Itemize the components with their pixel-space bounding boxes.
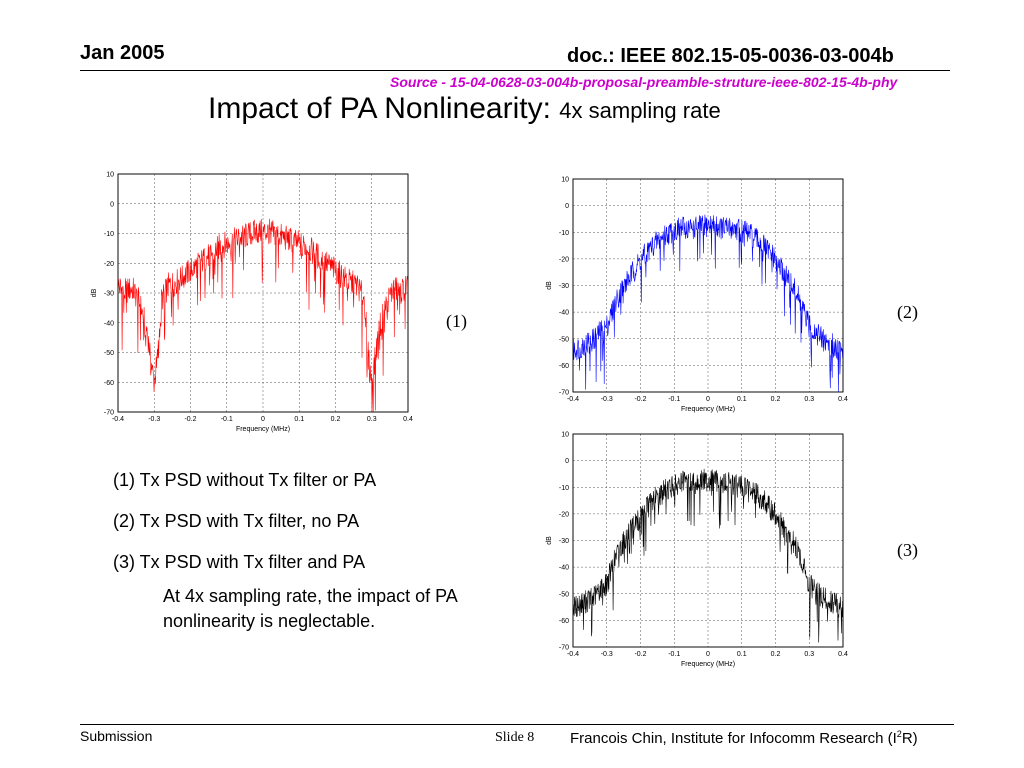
x-tick-label: -0.2 <box>634 396 646 403</box>
y-axis-label: dB <box>546 536 553 545</box>
slide-title: Impact of PA Nonlinearity: 4x sampling r… <box>208 92 721 126</box>
x-tick-label: 0.4 <box>838 651 848 658</box>
conclusion-note: At 4x sampling rate, the impact of PA no… <box>163 586 457 631</box>
plot-frame <box>572 178 844 393</box>
footer-author-sup: 2 <box>896 729 902 739</box>
chart-1-label: (1) <box>446 311 467 331</box>
x-tick-label: -0.4 <box>567 651 579 658</box>
y-tick-label: -50 <box>104 350 114 357</box>
y-tick-label: -60 <box>559 618 569 625</box>
x-tick-label: 0.1 <box>737 651 747 658</box>
chart-3: -0.4 -0.3 -0.2 -0.1 0 0.1 0.2 0.3 0.4 10 0 -10 -20 -3… <box>546 432 848 669</box>
footer-author-end: R) <box>901 730 918 747</box>
footer-slide-number: Slide 8 <box>495 730 534 746</box>
legend-item: (2) Tx PSD with Tx filter, no PA <box>113 511 360 531</box>
footer-slide-num: 8 <box>527 730 535 745</box>
x-tick-label: -0.3 <box>601 651 613 658</box>
y-tick-label: -40 <box>559 565 569 572</box>
footer-rule <box>80 724 954 725</box>
footer-slide-word: Slide <box>495 730 524 745</box>
y-tick-label: 0 <box>565 203 569 210</box>
header-source: Source - 15-04-0628-03-004b-proposal-pre… <box>390 74 898 90</box>
x-tick-label: -0.3 <box>148 416 160 423</box>
slide-title-sub: 4x sampling rate <box>559 98 721 123</box>
x-tick-label: 0 <box>706 651 710 658</box>
plot-frame <box>117 173 409 413</box>
x-tick-label: -0.1 <box>668 396 680 403</box>
y-tick-label: -20 <box>559 256 569 263</box>
x-tick-label: 0.3 <box>804 396 814 403</box>
chart-2-label: (2) <box>897 302 918 322</box>
y-tick-label: 0 <box>565 458 569 465</box>
chart-2: -0.4 -0.3 -0.2 -0.1 0 0.1 0.2 0.3 0.4 10 0 -10 -20 -3… <box>546 177 848 414</box>
y-tick-label: -60 <box>559 363 569 370</box>
y-tick-label: -70 <box>559 390 569 397</box>
y-tick-label: -10 <box>559 485 569 492</box>
x-tick-label: 0 <box>706 396 710 403</box>
x-tick-label: 0.2 <box>331 416 341 423</box>
y-axis-label: dB <box>546 281 553 290</box>
footer-author-text: Francois Chin, Institute for Infocomm Re… <box>570 730 897 747</box>
legend-item: (1) Tx PSD without Tx filter or PA <box>113 470 377 490</box>
legend-item: (3) Tx PSD with Tx filter and PA <box>113 552 366 572</box>
header-rule <box>80 70 950 71</box>
y-tick-label: -50 <box>559 336 569 343</box>
y-tick-label: -40 <box>559 310 569 317</box>
y-tick-label: 0 <box>110 201 114 208</box>
header-doc-id: doc.: IEEE 802.15-05-0036-03-004b <box>567 45 894 67</box>
x-tick-label: -0.4 <box>567 396 579 403</box>
y-tick-label: -30 <box>104 291 114 298</box>
y-tick-label: -10 <box>104 231 114 238</box>
x-tick-label: -0.1 <box>668 651 680 658</box>
x-tick-label: 0 <box>261 416 265 423</box>
x-tick-label: 0.1 <box>737 396 747 403</box>
y-tick-label: -30 <box>559 283 569 290</box>
chart-1: -0.4 -0.3 -0.2 -0.1 0 0.1 0.2 0.3 0.4 10 0 -10 -20 -3… <box>91 172 413 434</box>
y-tick-label: 10 <box>561 432 569 439</box>
y-tick-label: -70 <box>104 410 114 417</box>
y-tick-label: -60 <box>104 380 114 387</box>
x-axis-label: Frequency (MHz) <box>681 406 735 413</box>
x-tick-label: 0.2 <box>771 396 781 403</box>
x-tick-label: 0.4 <box>838 396 848 403</box>
y-tick-label: -20 <box>559 511 569 518</box>
header-date: Jan 2005 <box>80 42 165 64</box>
x-tick-label: 0.1 <box>294 416 304 423</box>
y-tick-label: -10 <box>559 230 569 237</box>
x-tick-label: 0.2 <box>771 651 781 658</box>
chart-3-label: (3) <box>897 540 918 560</box>
x-axis-label: Frequency (MHz) <box>681 661 735 668</box>
x-tick-label: -0.2 <box>634 651 646 658</box>
psd-trace <box>117 218 409 413</box>
x-tick-label: -0.1 <box>221 416 233 423</box>
x-tick-label: 0.4 <box>403 416 413 423</box>
x-tick-label: 0.3 <box>804 651 814 658</box>
x-tick-label: 0.3 <box>367 416 377 423</box>
footer-submission: Submission <box>80 728 153 744</box>
legend-list: (1) Tx PSD without Tx filter or PA (2) T… <box>113 460 376 583</box>
plot-frame <box>572 433 844 648</box>
y-tick-label: -50 <box>559 591 569 598</box>
y-tick-label: 10 <box>561 177 569 184</box>
x-tick-label: -0.3 <box>601 396 613 403</box>
y-axis-label: dB <box>91 288 98 297</box>
slide-title-main: Impact of PA Nonlinearity: <box>208 92 560 125</box>
psd-trace <box>572 214 844 393</box>
y-tick-label: -20 <box>104 261 114 268</box>
x-tick-label: -0.4 <box>112 416 124 423</box>
y-tick-label: -70 <box>559 645 569 652</box>
x-axis-label: Frequency (MHz) <box>236 426 290 433</box>
y-tick-label: -40 <box>104 320 114 327</box>
y-tick-label: 10 <box>106 172 114 179</box>
x-tick-label: -0.2 <box>184 416 196 423</box>
psd-trace <box>572 468 844 643</box>
y-tick-label: -30 <box>559 538 569 545</box>
footer-author: Francois Chin, Institute for Infocomm Re… <box>570 729 918 747</box>
